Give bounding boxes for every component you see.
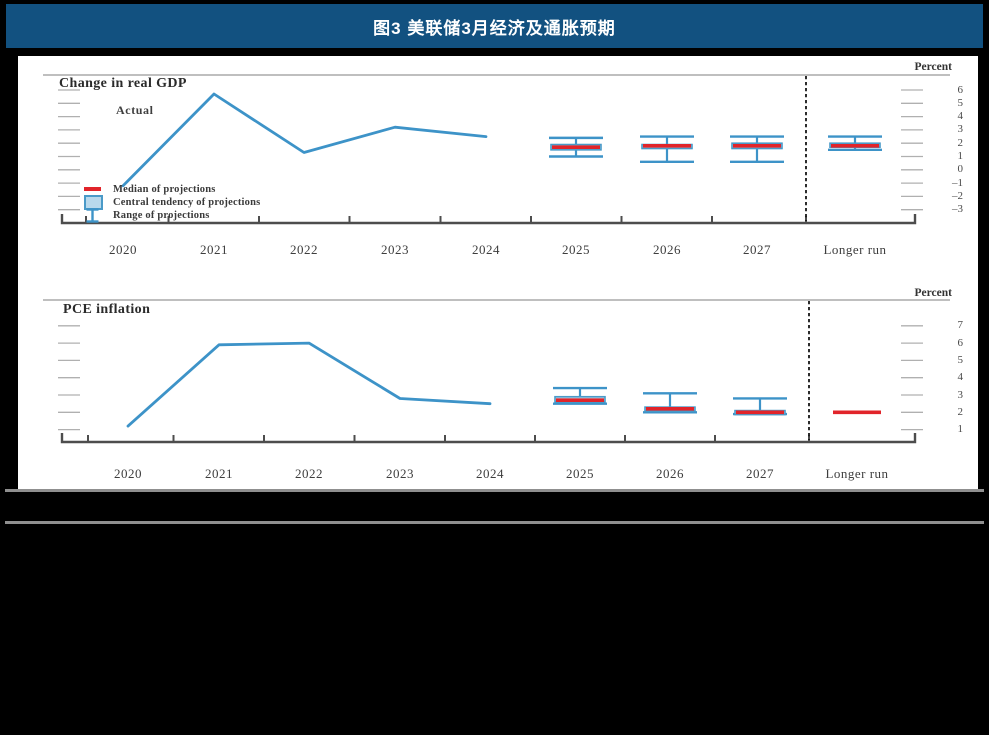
horizontal-rule-top xyxy=(5,489,984,492)
legend-label: Median of projections xyxy=(113,183,216,195)
x-axis-year-label: 2025 xyxy=(562,242,590,257)
gdp-actual-label: Actual xyxy=(116,103,154,117)
y-axis-tick-label: 0 xyxy=(957,163,964,176)
figure-title: 图3 美联储3月经济及通胀预期 xyxy=(373,18,616,38)
x-axis-year-label: 2020 xyxy=(114,466,142,481)
gdp-percent-label: Percent xyxy=(914,61,952,73)
median-dash-icon xyxy=(84,187,104,191)
x-axis-year-label: 2027 xyxy=(743,242,771,257)
chart-panel xyxy=(18,56,978,489)
x-axis-year-label: 2023 xyxy=(386,466,414,481)
legend-label: Range of projections xyxy=(113,209,210,221)
pce-percent-label: Percent xyxy=(914,287,952,299)
horizontal-rule-bottom xyxy=(5,521,984,524)
range-whisker-icon xyxy=(84,207,104,224)
y-axis-tick-label: 5 xyxy=(957,353,964,366)
y-axis-tick-label: 1 xyxy=(957,150,964,162)
y-axis-tick-label: 6 xyxy=(957,83,964,96)
actual-line xyxy=(121,92,488,188)
x-axis-year-label: 2027 xyxy=(746,466,774,481)
x-axis xyxy=(60,214,917,225)
y-axis-tick-label: 2 xyxy=(957,405,964,418)
y-axis-tick-label: 3 xyxy=(957,388,964,401)
x-axis xyxy=(60,433,917,444)
x-axis-year-label: 2024 xyxy=(476,466,504,481)
x-axis-year-label: 2025 xyxy=(566,466,594,481)
y-axis-tick-label: 4 xyxy=(957,110,964,123)
x-axis-year-label: Longer run xyxy=(823,242,887,257)
y-axis-tick-label: 7 xyxy=(957,319,964,332)
y-axis-tick-label: –2 xyxy=(952,189,963,202)
pce-panel-title: PCE inflation xyxy=(63,302,151,317)
x-axis-year-label: 2026 xyxy=(653,242,681,257)
x-axis-year-label: 2022 xyxy=(295,466,323,481)
charts-svg xyxy=(43,74,950,444)
x-axis-year-label: 2020 xyxy=(109,242,137,257)
y-axis-tick-label: 2 xyxy=(957,136,964,149)
x-axis-year-label: 2021 xyxy=(200,242,228,257)
y-axis-tick-label: 4 xyxy=(957,371,964,384)
y-axis-tick-label: –1 xyxy=(952,176,963,189)
x-axis-year-label: 2022 xyxy=(290,242,318,257)
y-axis-tick-label: 6 xyxy=(957,336,964,349)
gdp-panel-title: Change in real GDP xyxy=(59,76,187,91)
legend-item-median: Median of projections xyxy=(84,182,216,196)
legend-item-central-tendency: Central tendency of projections xyxy=(84,194,261,210)
y-axis-tick-label: 1 xyxy=(957,423,964,436)
x-axis-year-label: 2026 xyxy=(656,466,684,481)
x-axis-year-label: Longer run xyxy=(825,466,889,481)
y-axis-tick-label: 5 xyxy=(957,96,964,109)
x-axis-year-label: 2021 xyxy=(205,466,233,481)
y-axis-tick-label: –3 xyxy=(952,203,963,216)
legend-label: Central tendency of projections xyxy=(113,196,261,208)
x-axis-year-label: 2024 xyxy=(472,242,500,257)
x-axis-year-label: 2023 xyxy=(381,242,409,257)
figure-title-bar: 图3 美联储3月经济及通胀预期 xyxy=(6,4,983,48)
y-axis-tick-label: 3 xyxy=(957,123,964,136)
actual-line xyxy=(126,341,492,428)
legend-item-range: Range of projections xyxy=(84,207,210,224)
